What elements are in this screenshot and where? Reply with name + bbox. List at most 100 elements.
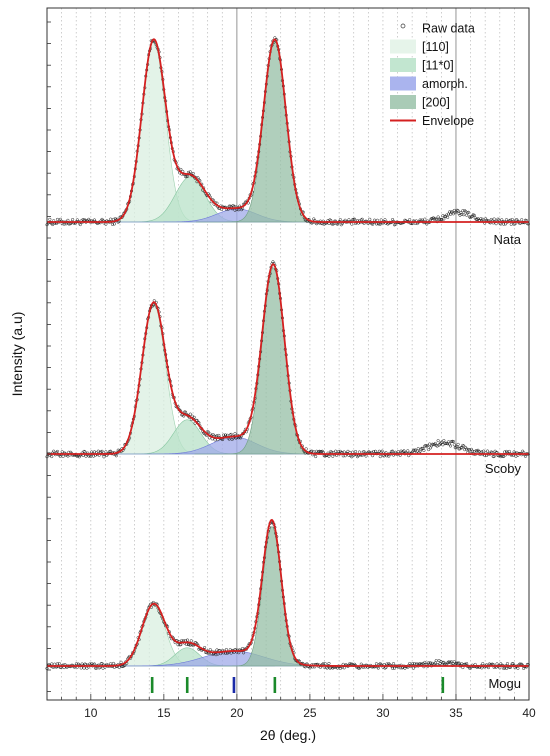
raw-data-point (214, 653, 218, 657)
raw-data-point (350, 222, 354, 226)
raw-data-point (520, 218, 524, 222)
raw-data-point (424, 443, 428, 448)
raw-data-point (437, 443, 441, 447)
raw-data-point (353, 217, 357, 221)
raw-data-point (79, 666, 83, 670)
raw-data-point (55, 449, 59, 453)
raw-data-point (188, 643, 192, 647)
raw-data-point (368, 217, 372, 221)
legend-entry: Envelope (390, 114, 474, 128)
raw-data-point (468, 216, 472, 220)
raw-data-point (350, 455, 354, 459)
raw-data-point (55, 662, 59, 666)
raw-data-point (470, 449, 474, 453)
raw-data-point (516, 666, 520, 670)
raw-data-point (213, 438, 217, 442)
raw-data-point (215, 648, 219, 652)
raw-data-point (48, 217, 52, 221)
raw-data-point (104, 222, 108, 226)
legend-swatch (390, 95, 416, 109)
raw-data-point (479, 217, 483, 221)
raw-data-point (436, 439, 440, 443)
raw-data-point (476, 217, 480, 221)
raw-data-point (223, 433, 228, 437)
raw-data-point (433, 441, 437, 446)
raw-data-point (456, 442, 460, 446)
raw-data-point (391, 449, 395, 453)
raw-data-point (329, 449, 333, 454)
legend-entry: amorph. (390, 76, 468, 91)
reference-marker (185, 677, 189, 693)
raw-data-point (189, 639, 193, 643)
raw-data-point (360, 217, 364, 221)
raw-data-point (469, 447, 473, 451)
raw-data-point (323, 662, 327, 666)
raw-data-point (314, 455, 318, 459)
raw-data-point (462, 213, 466, 217)
raw-data-point (432, 217, 436, 221)
raw-data-point (427, 661, 431, 665)
raw-data-point (505, 662, 510, 666)
raw-data-point (440, 218, 444, 222)
component-200-peak (206, 526, 338, 667)
reference-marker (273, 677, 277, 693)
envelope-line (47, 518, 529, 667)
raw-data-point (461, 209, 465, 213)
raw-data-point (402, 449, 406, 453)
x-tick-label: 15 (157, 706, 171, 720)
raw-data-point (188, 412, 192, 416)
raw-data-point (428, 662, 432, 666)
x-axis: 10 15 20 25 30 35 40 (47, 21, 536, 720)
raw-data-point (458, 213, 462, 217)
panel-label: Mogu (488, 676, 521, 691)
reference-lines (236, 8, 457, 700)
raw-data-point (482, 449, 486, 453)
raw-data-point (197, 647, 201, 651)
raw-data-point (383, 218, 387, 222)
raw-data-point (429, 661, 433, 665)
raw-data-point (61, 454, 65, 458)
x-tick-label: 10 (84, 706, 98, 720)
raw-data-point (442, 217, 446, 221)
raw-data-point (462, 444, 466, 448)
raw-data-point (423, 660, 427, 664)
reference-marker (232, 677, 236, 693)
legend-label: amorph. (422, 77, 468, 91)
envelope-line (47, 263, 529, 455)
raw-data-point (451, 439, 455, 444)
raw-data-point (455, 661, 459, 665)
raw-data-point (416, 447, 420, 451)
raw-data-point (427, 448, 431, 452)
grid-lines (61, 8, 515, 700)
raw-data-point (354, 450, 358, 454)
raw-data-point (111, 661, 116, 665)
raw-data-point (215, 434, 219, 438)
x-tick-label: 35 (449, 706, 463, 720)
raw-data-point (441, 443, 445, 447)
raw-data-point (233, 432, 237, 436)
x-tick-label: 30 (376, 706, 390, 720)
raw-data-point (401, 450, 405, 454)
legend-label: [11*0] (422, 59, 454, 73)
raw-data-point (446, 215, 450, 219)
x-tick-label: 20 (230, 706, 244, 720)
legend: Raw data [110] [11*0] amorph. [200] Envelope (390, 22, 475, 128)
raw-data-point (71, 217, 75, 222)
raw-data-point (57, 662, 61, 666)
y-axis-title: Intensity (a.u) (9, 312, 25, 397)
panel-label: Scoby (485, 461, 522, 476)
raw-data-point (475, 449, 479, 453)
raw-data-point (191, 171, 195, 176)
envelope-line (47, 38, 529, 223)
raw-data-point (58, 217, 62, 221)
panel-mogu: Mogu (45, 518, 530, 691)
legend-label: Envelope (422, 114, 474, 128)
raw-data-point (457, 661, 461, 665)
raw-data-point (55, 217, 59, 221)
reference-marker (441, 677, 445, 693)
raw-data-point (78, 223, 82, 227)
component-110-peak (70, 41, 237, 223)
raw-data-point (312, 217, 316, 221)
raw-data-point (467, 448, 472, 452)
raw-data-point (206, 430, 210, 434)
